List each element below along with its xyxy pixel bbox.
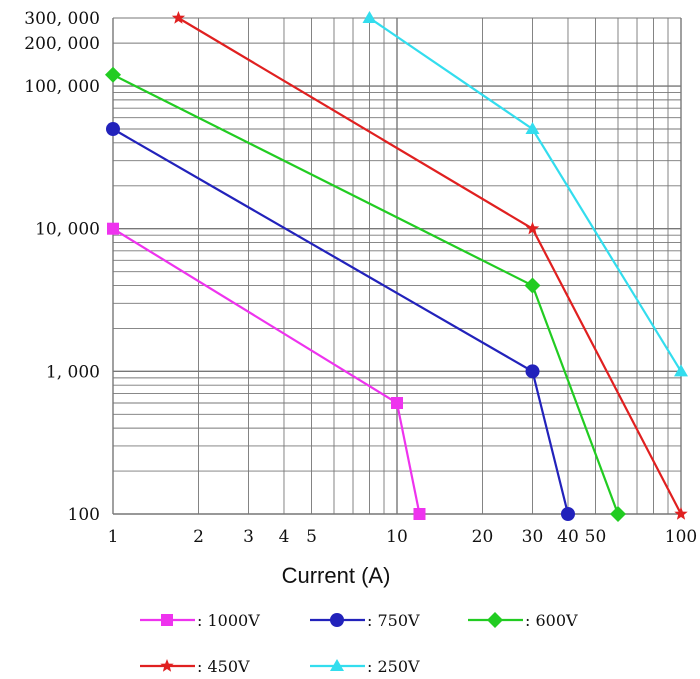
x-tick-label: 5 [306, 527, 317, 547]
y-tick-label: 10, 000 [35, 220, 100, 240]
y-tick-label: 200, 000 [24, 34, 100, 54]
data-point [525, 122, 540, 135]
data-point [674, 507, 688, 520]
legend-label: : 250V [367, 657, 420, 676]
x-tick-label: 3 [243, 527, 254, 547]
legend-label: : 1000V [197, 611, 260, 630]
data-point [609, 506, 626, 522]
legend-marker [330, 613, 344, 627]
x-tick-label: 100 [665, 527, 697, 547]
data-point [413, 508, 426, 520]
x-tick-label: 30 [522, 527, 544, 547]
legend-label: : 750V [367, 611, 420, 630]
data-point [107, 222, 119, 235]
x-tick-label: 10 [386, 527, 408, 547]
y-tick-label: 100 [68, 505, 100, 525]
y-tick-label: 300, 000 [24, 9, 100, 29]
data-point [106, 122, 120, 137]
data-point [560, 507, 575, 521]
series-line [368, 17, 682, 372]
data-point [525, 364, 540, 379]
data-point [171, 11, 186, 24]
chart-series-group [105, 11, 688, 522]
data-point [391, 396, 403, 409]
legend-label: : 600V [525, 611, 578, 630]
x-tick-label: 1 [108, 527, 119, 547]
legend-marker [160, 659, 174, 672]
x-tick-label: 4 [279, 527, 290, 547]
data-point [105, 66, 121, 83]
x-tick-label: 40 [557, 527, 579, 547]
chart-legend: : 1000V : 750V : 600V : 450V : 250V [140, 611, 578, 676]
legend-label: : 450V [197, 657, 250, 676]
x-tick-label: 50 [585, 527, 607, 547]
legend-marker [487, 612, 503, 628]
x-tick-label: 20 [472, 527, 494, 547]
chart-grid [112, 17, 682, 515]
legend-marker [161, 614, 173, 626]
series-line [112, 73, 620, 515]
legend-marker [330, 659, 344, 671]
data-point [525, 221, 540, 235]
chart-tick-labels: 1 2 3 4 5 10 20 30 40 50 100 100 1, 000 10, 000 100, 0… [24, 9, 697, 547]
data-point [524, 277, 541, 294]
y-tick-label: 1, 000 [46, 362, 100, 382]
data-point [362, 11, 377, 23]
x-tick-label: 2 [193, 527, 204, 547]
x-axis-label: Current (A) [282, 563, 391, 588]
data-point [674, 364, 688, 377]
series-line [112, 128, 570, 515]
y-tick-label: 100, 000 [24, 77, 100, 97]
